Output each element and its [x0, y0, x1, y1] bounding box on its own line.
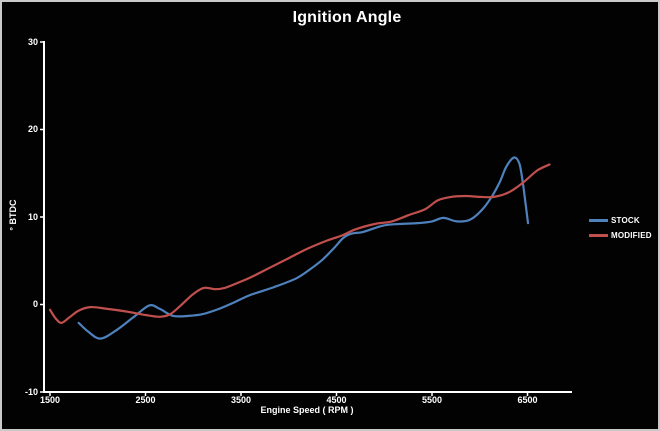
x-axis-title: Engine Speed ( RPM ) — [260, 405, 354, 415]
y-tick-label: -10 — [24, 386, 38, 397]
x-tick-label: 3500 — [230, 395, 252, 405]
legend-label-stock: STOCK — [611, 216, 640, 225]
x-tick-label: 1500 — [39, 395, 61, 405]
legend-item-stock: STOCK — [589, 213, 652, 228]
legend-swatch-modified — [589, 234, 608, 237]
y-tick-label: 0 — [32, 299, 38, 309]
axis-tick-marks — [40, 41, 529, 396]
y-tick-label: 10 — [27, 211, 38, 222]
legend-label-modified: MODIFIED — [611, 231, 652, 240]
x-tick-label: 4500 — [326, 395, 347, 405]
y-tick-label: 30 — [27, 36, 38, 47]
series-line-modified — [48, 163, 551, 324]
series-line-stock — [77, 156, 530, 340]
chart-title: Ignition Angle — [292, 9, 402, 26]
legend-item-modified: MODIFIED — [589, 228, 652, 243]
x-tick-label: 5500 — [421, 395, 443, 405]
legend: STOCK MODIFIED — [589, 213, 652, 243]
y-tick-label: 20 — [27, 124, 38, 134]
x-tick-label: 6500 — [517, 395, 538, 405]
series-lines — [48, 156, 551, 340]
legend-swatch-stock — [589, 219, 608, 222]
x-tick-label: 2500 — [135, 395, 156, 405]
